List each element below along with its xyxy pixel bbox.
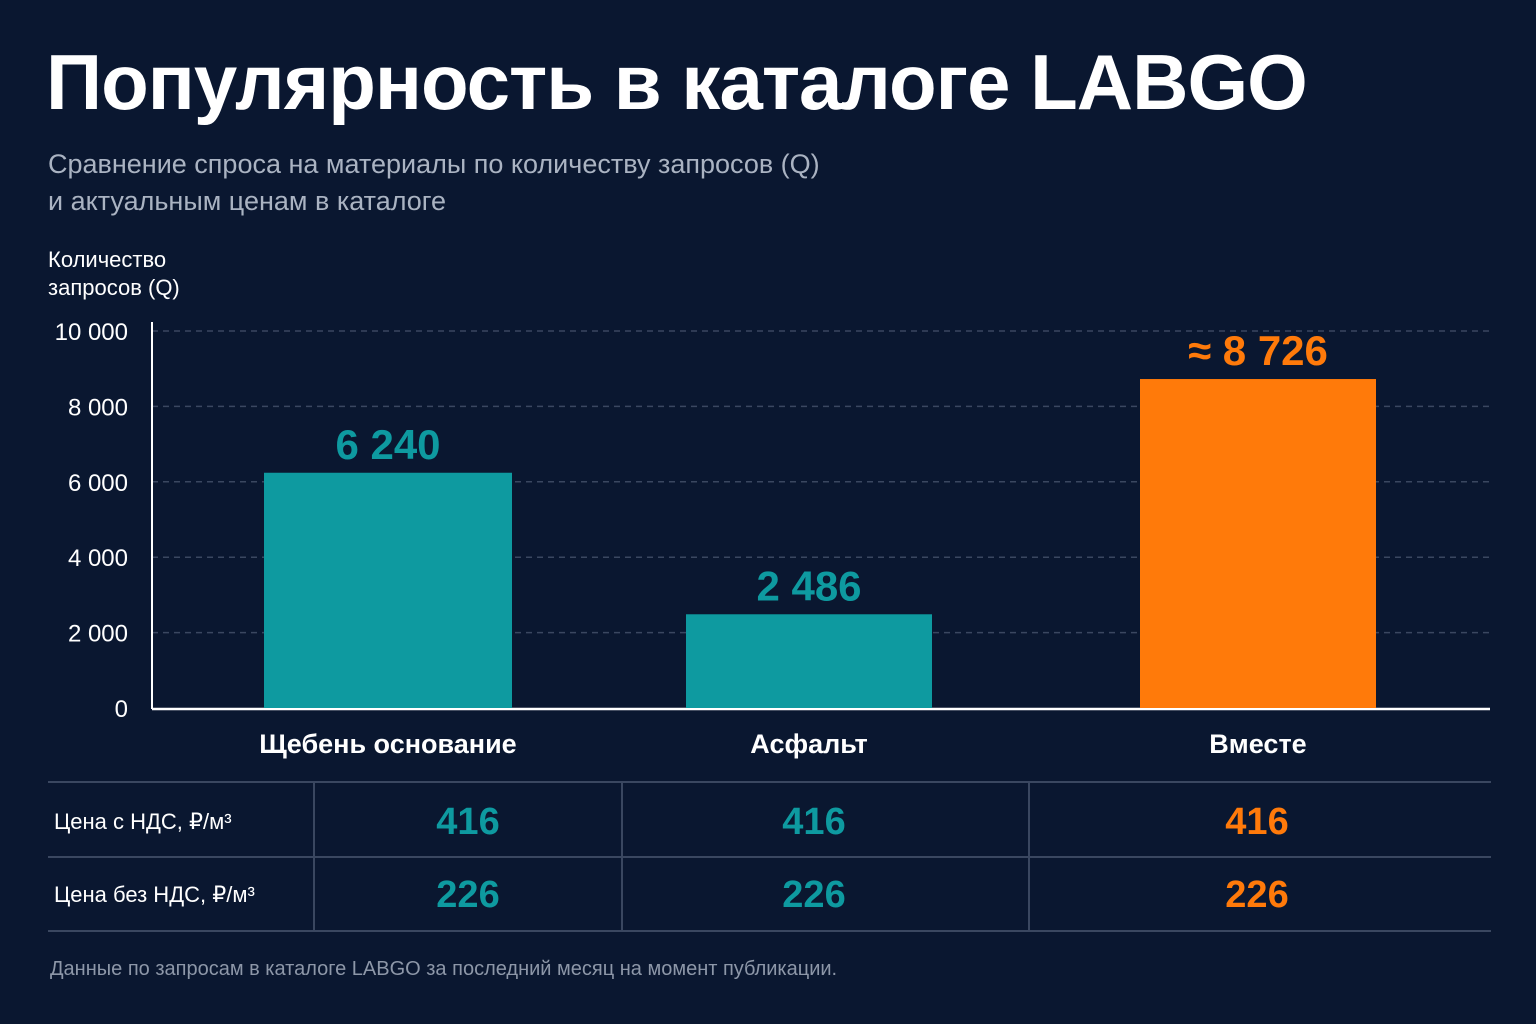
table-divider-middle <box>48 856 1491 858</box>
bar <box>264 472 512 708</box>
table-divider-bottom <box>48 930 1491 932</box>
price-with-vat-together: 416 <box>1225 801 1289 843</box>
table-column-divider-3 <box>1028 781 1030 932</box>
y-tick-label: 10 000 <box>55 319 128 346</box>
y-tick-label: 6 000 <box>68 470 128 497</box>
y-tick-label: 8 000 <box>68 394 128 421</box>
bar <box>1140 379 1376 708</box>
y-axis-label-line-1: Количество <box>48 247 167 272</box>
bar-chart: 0 2 000 4 000 6 000 8 000 10 000 6 240 Щебень о… <box>55 319 1490 759</box>
y-tick-label: 2 000 <box>68 621 128 648</box>
x-category-label: Асфальт <box>750 729 867 759</box>
price-without-vat-crushed-stone: 226 <box>436 874 500 916</box>
bar <box>686 614 932 708</box>
price-without-vat-asphalt: 226 <box>782 874 846 916</box>
subtitle-line-2: и актуальным ценам в каталоге <box>48 186 447 216</box>
y-axis-label-line-2: запросов (Q) <box>48 275 180 300</box>
bar-value-label: 6 240 <box>335 421 440 468</box>
table-column-divider-1 <box>313 781 315 932</box>
subtitle: Сравнение спроса на материалы по количес… <box>48 146 820 220</box>
price-with-vat-crushed-stone: 416 <box>436 801 500 843</box>
page-title: Популярность в каталоге LABGO <box>46 38 1308 126</box>
x-category-label: Щебень основание <box>259 729 516 759</box>
x-category-label: Вместе <box>1209 729 1306 759</box>
y-tick-label: 0 <box>115 696 128 723</box>
footnote: Данные по запросам в каталоге LABGO за п… <box>50 958 838 980</box>
y-axis-label: Количество запросов (Q) <box>48 246 180 302</box>
price-row-label-with-vat: Цена с НДС, ₽/м³ <box>54 809 232 834</box>
table-divider-top <box>48 781 1491 783</box>
price-with-vat-asphalt: 416 <box>782 801 846 843</box>
price-without-vat-together: 226 <box>1225 874 1289 916</box>
bar-value-label: ≈ 8 726 <box>1188 327 1328 374</box>
bar-value-label: 2 486 <box>756 562 861 609</box>
table-column-divider-2 <box>621 781 623 932</box>
y-tick-label: 4 000 <box>68 545 128 572</box>
subtitle-line-1: Сравнение спроса на материалы по количес… <box>48 149 820 179</box>
price-row-label-without-vat: Цена без НДС, ₽/м³ <box>54 882 255 907</box>
